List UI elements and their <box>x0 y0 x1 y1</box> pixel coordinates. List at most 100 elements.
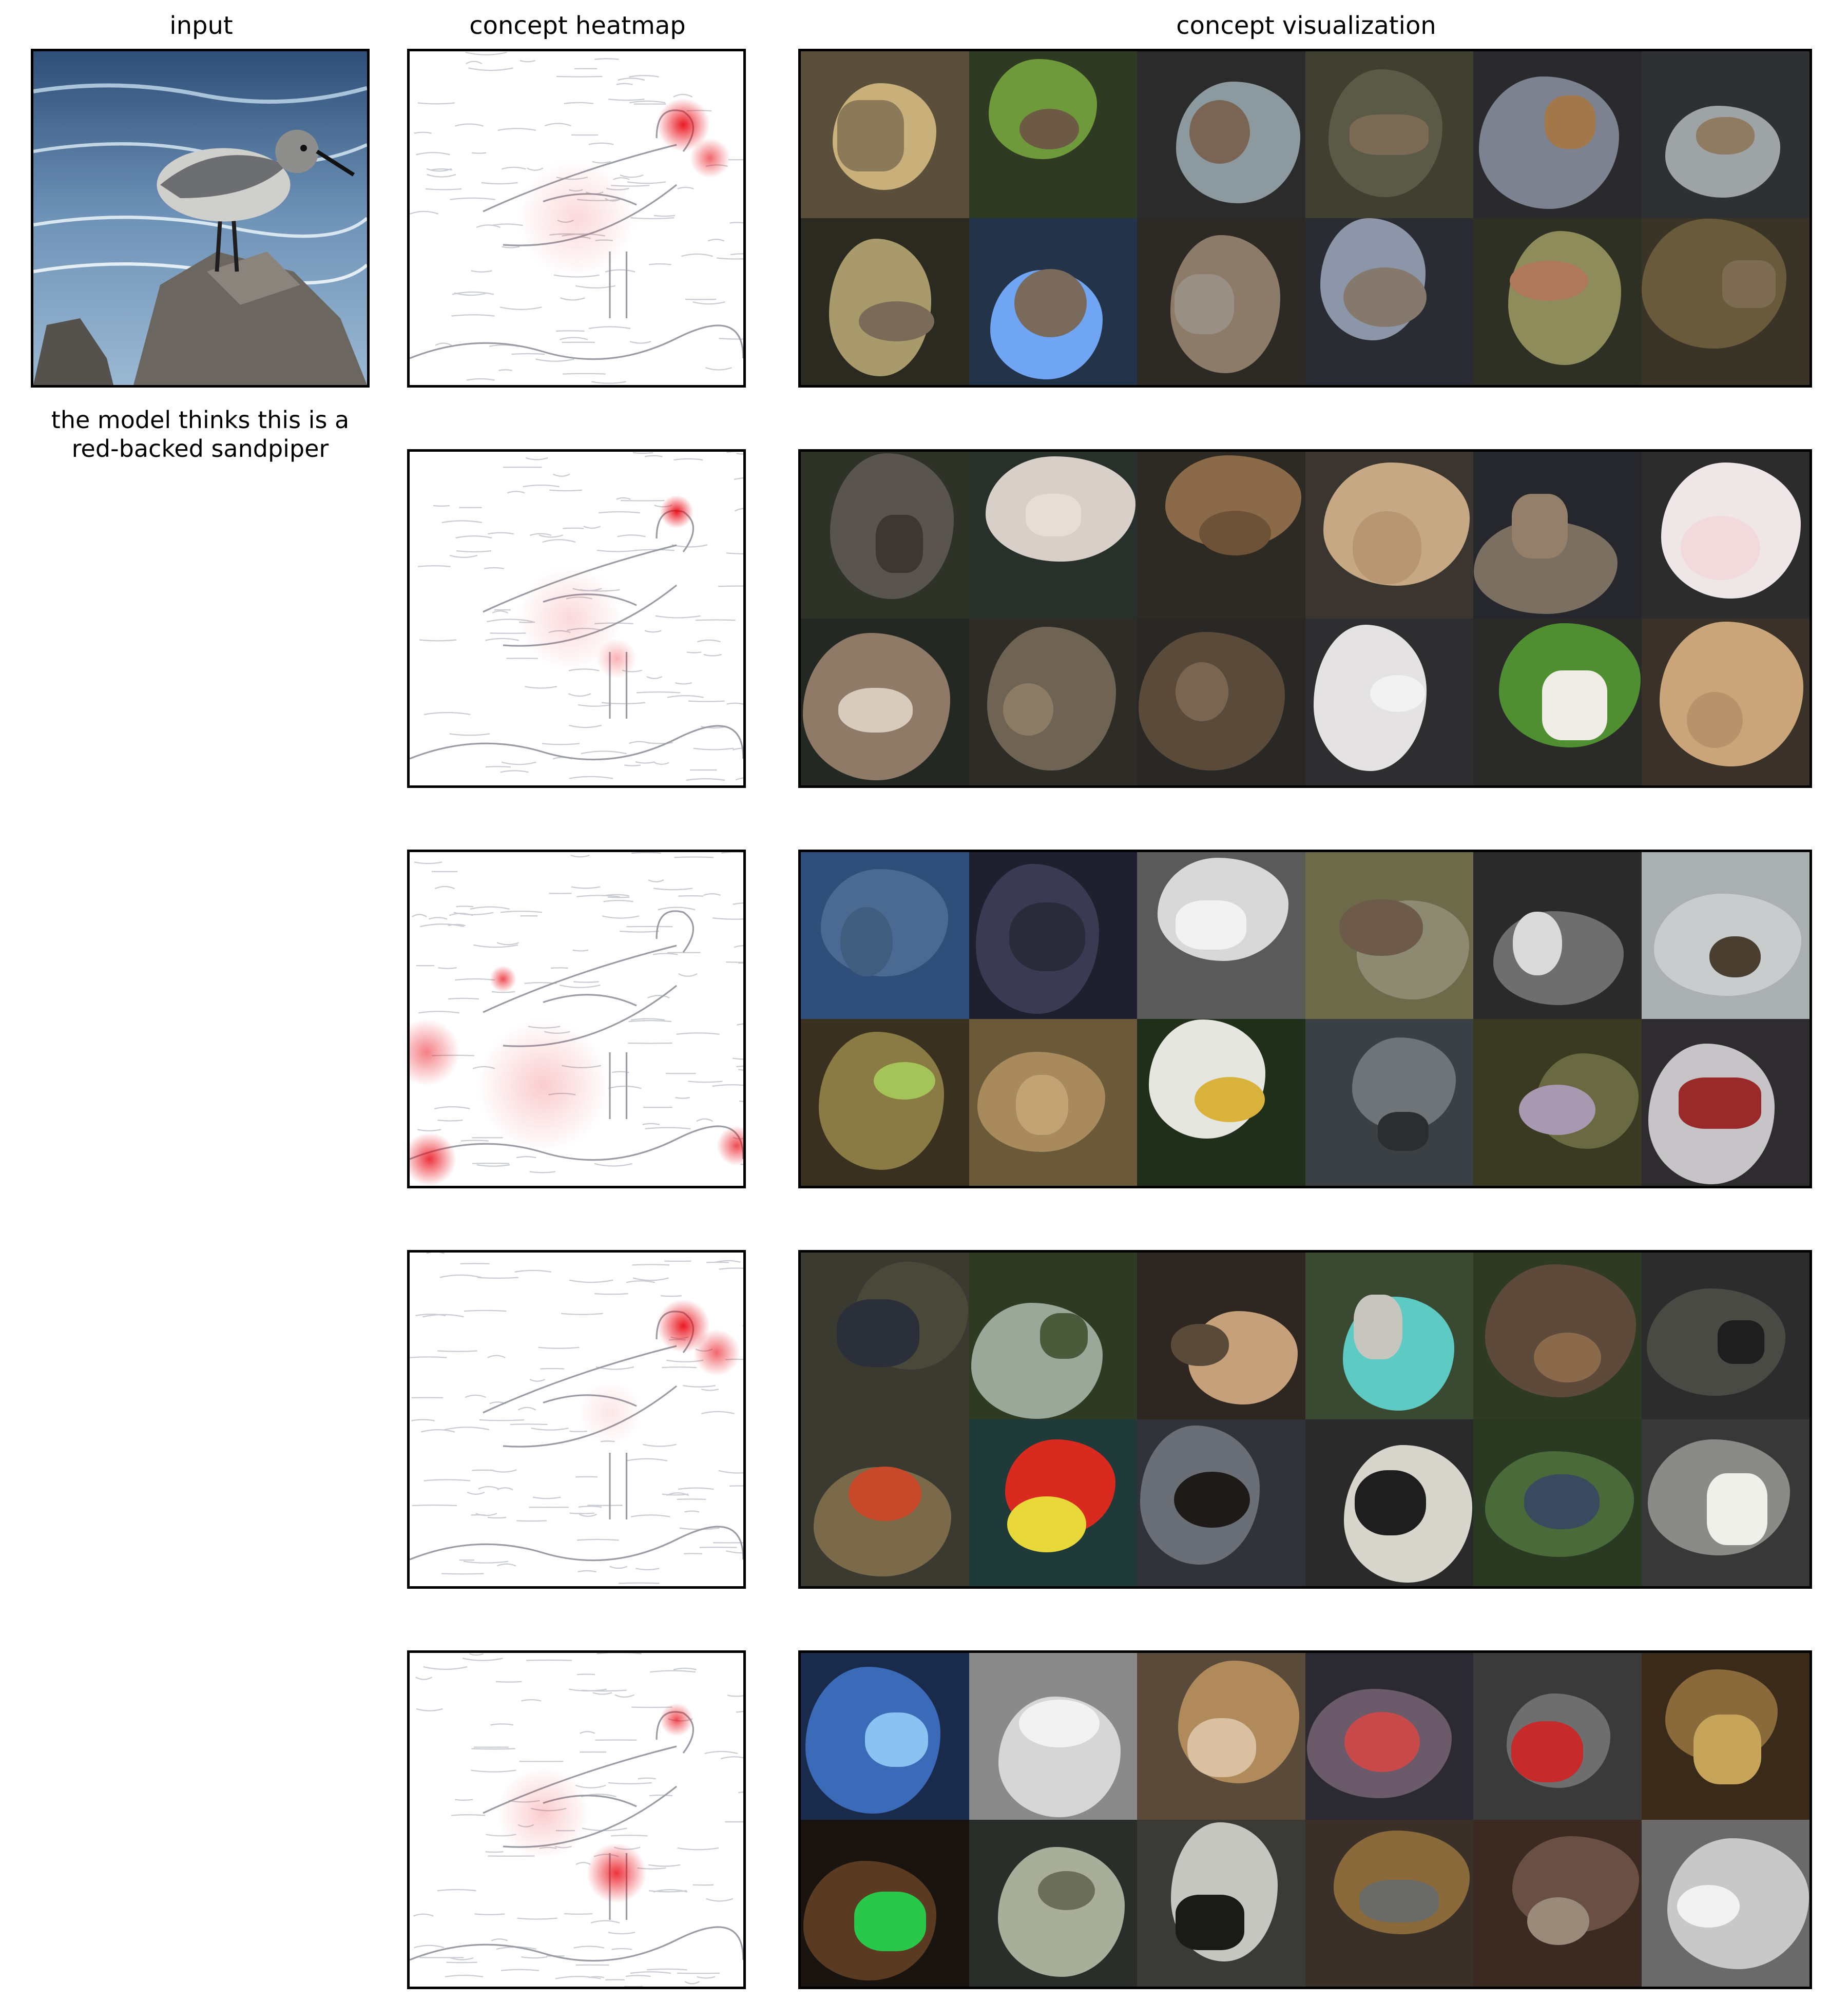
visualization-tile <box>969 1019 1137 1186</box>
visualization-tile <box>1473 51 1642 218</box>
visualization-tile <box>1305 1653 1473 1820</box>
concept-region-mask <box>1149 1019 1266 1139</box>
visualization-tile <box>1641 1820 1810 1987</box>
visualization-tile <box>1473 1253 1642 1419</box>
concept-region-mask <box>818 1032 945 1170</box>
concept-subject <box>840 907 893 976</box>
visualization-tile <box>801 1653 969 1820</box>
visualization-tile <box>969 1820 1137 1987</box>
visualization-tile <box>1305 1820 1473 1987</box>
concept-subject <box>1359 1879 1439 1922</box>
visualization-tile <box>801 619 969 785</box>
concept-subject <box>1040 1313 1088 1359</box>
visualization-tile <box>801 1820 969 1987</box>
visualization-tile <box>1473 852 1642 1019</box>
visualization-tile <box>1305 619 1473 785</box>
concept-subject <box>1037 1871 1095 1911</box>
concept-subject <box>1511 494 1568 559</box>
concept-visualization-grid-1 <box>798 49 1812 388</box>
concept-subject <box>1350 114 1429 156</box>
caption-line-1: the model thinks this is a <box>51 406 350 434</box>
concept-subject <box>1018 1699 1100 1747</box>
concept-subject <box>1707 1473 1768 1545</box>
visualization-tile <box>1305 1253 1473 1419</box>
concept-subject <box>859 301 935 341</box>
visualization-tile <box>1473 1419 1642 1586</box>
concept-subject <box>1527 1897 1590 1945</box>
concept-subject <box>1339 899 1423 956</box>
visualization-tile <box>1473 619 1642 785</box>
concept-visualization-grid-5 <box>798 1650 1812 1989</box>
concept-subject <box>1195 1076 1265 1122</box>
concept-subject <box>865 1712 929 1767</box>
visualization-tile <box>969 51 1137 218</box>
input-image <box>31 49 370 388</box>
heat-spot <box>476 1019 610 1152</box>
concept-subject <box>1343 267 1427 328</box>
concept-visualization-grid-4 <box>798 1250 1812 1589</box>
heat-spot <box>490 966 516 992</box>
heat-spot <box>693 1329 740 1376</box>
concept-subject <box>849 1466 922 1522</box>
visualization-tile <box>1137 1653 1305 1820</box>
concept-subject <box>1019 109 1079 150</box>
visualization-tile <box>1137 51 1305 218</box>
visualization-tile <box>1137 1019 1305 1186</box>
visualization-tile <box>1641 452 1810 619</box>
concept-subject <box>873 1062 935 1100</box>
concept-subject <box>1513 912 1563 975</box>
concept-subject <box>1354 1295 1403 1359</box>
input-column-title: input <box>169 11 233 40</box>
concept-subject <box>875 515 923 573</box>
visualization-tile <box>801 51 969 218</box>
concept-heatmap-1 <box>407 49 746 388</box>
concept-subject <box>1678 1077 1762 1129</box>
heat-spot <box>496 1766 590 1860</box>
visualization-tile <box>1641 218 1810 385</box>
concept-subject <box>837 1299 919 1367</box>
concept-subject <box>1511 1721 1584 1782</box>
concept-subject <box>1189 100 1250 164</box>
visualization-tile <box>969 1653 1137 1820</box>
caption-line-2: red-backed sandpiper <box>71 435 329 463</box>
heat-spot <box>410 1019 460 1086</box>
visualization-tile <box>1641 852 1810 1019</box>
concept-subject <box>1344 1711 1420 1773</box>
concept-subject <box>1545 95 1596 149</box>
visualization-tile <box>801 1019 969 1186</box>
concept-subject <box>1370 675 1425 713</box>
visualization-tile <box>1137 852 1305 1019</box>
heat-spot <box>586 1843 647 1903</box>
visualization-tile <box>1137 1419 1305 1586</box>
visualization-tile <box>1305 51 1473 218</box>
concept-subject <box>1519 1085 1595 1135</box>
concept-subject <box>1524 1474 1600 1530</box>
visualization-tile <box>969 852 1137 1019</box>
concept-subject <box>1377 1112 1429 1151</box>
concept-heatmap-5 <box>407 1650 746 1989</box>
visualization-tile <box>1641 619 1810 785</box>
heat-spot <box>516 158 637 278</box>
visualization-tile <box>1137 1253 1305 1419</box>
visualization-tile <box>1305 1019 1473 1186</box>
heat-spot <box>660 495 694 529</box>
visualization-tile <box>1473 1653 1642 1820</box>
heat-spot <box>660 1703 694 1737</box>
concept-subject <box>1026 494 1081 536</box>
heat-spot <box>576 1379 643 1446</box>
concept-subject <box>838 687 913 733</box>
concept-subject <box>1174 274 1235 334</box>
visualization-tile <box>969 619 1137 785</box>
visualization-tile <box>1473 218 1642 385</box>
visualization-tile <box>969 452 1137 619</box>
visualization-tile <box>1641 1419 1810 1586</box>
concept-region-mask <box>1647 1288 1785 1396</box>
visualization-tile <box>1641 51 1810 218</box>
visualization-tile <box>801 1253 969 1419</box>
visualization-tile <box>1305 218 1473 385</box>
visualization-tile <box>1641 1019 1810 1186</box>
visualization-tile <box>1137 619 1305 785</box>
concept-subject <box>837 100 904 172</box>
heatmap-column-title: concept heatmap <box>469 11 686 40</box>
visualization-tile <box>801 218 969 385</box>
